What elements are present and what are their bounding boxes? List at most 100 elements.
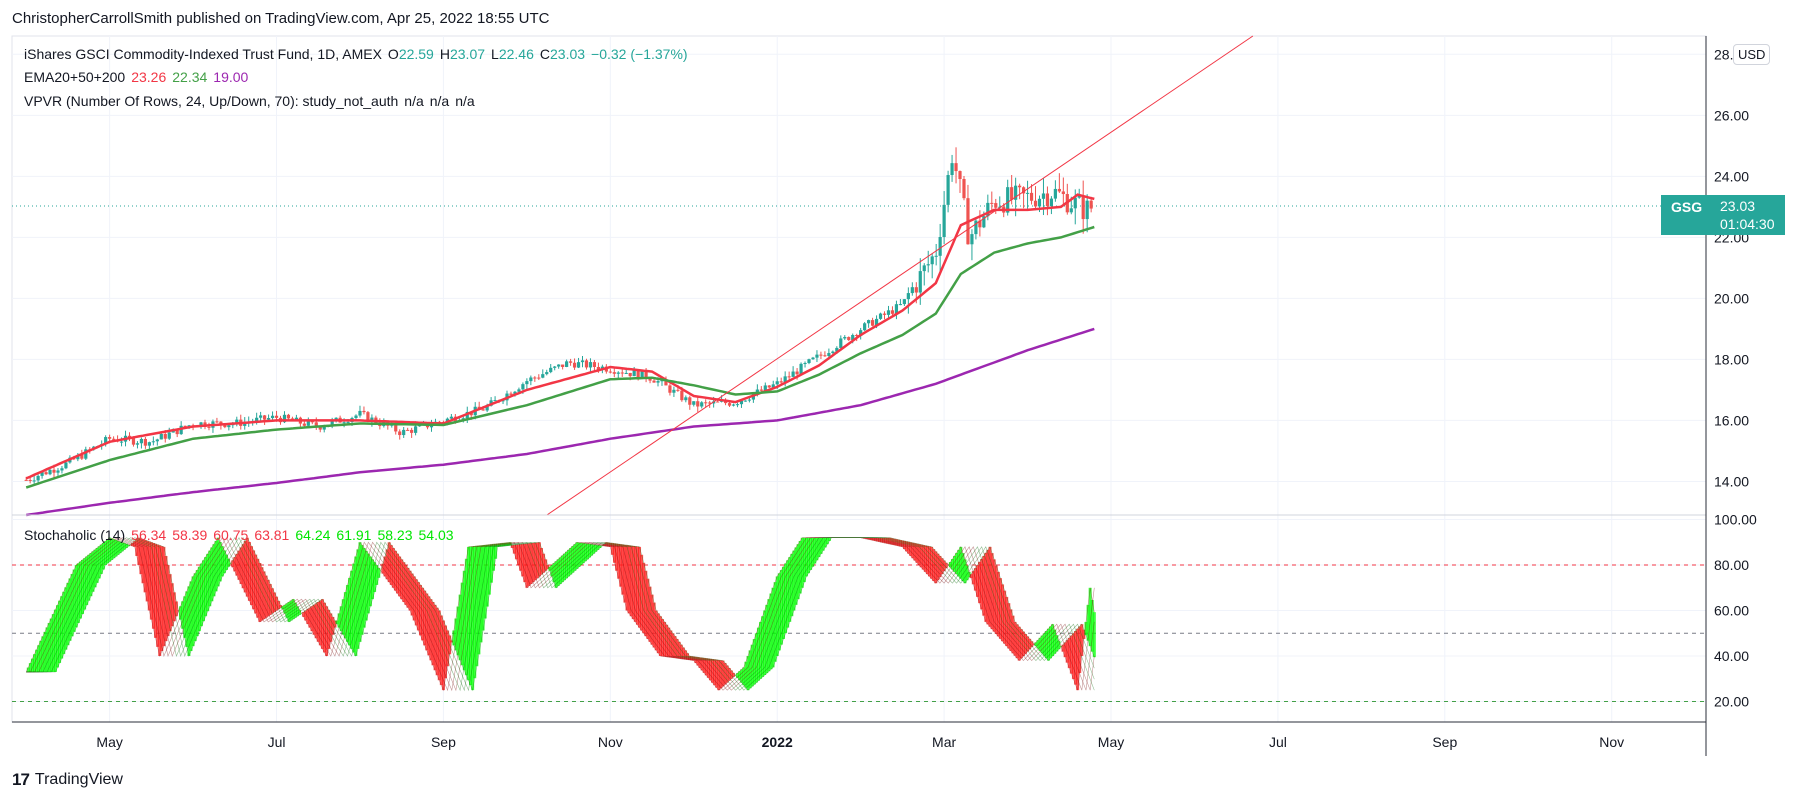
open-label: O bbox=[387, 46, 399, 62]
candle-body bbox=[414, 426, 418, 433]
candle-body bbox=[1073, 197, 1077, 209]
candle-body bbox=[493, 400, 497, 402]
candle-body bbox=[692, 401, 696, 405]
candle-body bbox=[930, 256, 934, 265]
candle-body bbox=[1033, 200, 1038, 207]
candle-body bbox=[223, 424, 227, 428]
candle-body bbox=[898, 304, 903, 306]
candle-body bbox=[398, 431, 402, 436]
candle-body bbox=[151, 441, 155, 443]
candle-body bbox=[346, 421, 350, 423]
candle-body bbox=[255, 417, 259, 422]
candle-body bbox=[727, 403, 732, 406]
stochastic-pane[interactable] bbox=[12, 537, 1706, 703]
stoch-values: 56.34 58.39 60.75 63.81 64.24 61.91 58.23 54.03 bbox=[131, 527, 459, 543]
candle-body bbox=[541, 374, 545, 378]
candle-body bbox=[60, 468, 64, 471]
candle-body bbox=[970, 234, 974, 245]
change-value: −0.32 (−1.37%) bbox=[591, 46, 688, 62]
candle-body bbox=[1018, 185, 1022, 188]
candle-body bbox=[1077, 196, 1081, 198]
candle-body bbox=[52, 469, 56, 473]
low-label: L bbox=[491, 46, 499, 62]
candle-body bbox=[620, 372, 624, 374]
candle-body bbox=[819, 354, 823, 356]
candle-body bbox=[263, 415, 267, 420]
candle-body bbox=[870, 320, 875, 326]
candle-body bbox=[572, 362, 577, 368]
candle-body bbox=[1045, 193, 1050, 207]
candle-body bbox=[902, 299, 906, 305]
candle-body bbox=[163, 433, 167, 439]
candle-body bbox=[406, 429, 410, 431]
candle-body bbox=[628, 372, 632, 377]
currency-button[interactable]: USD bbox=[1733, 44, 1771, 65]
candle-body bbox=[926, 264, 930, 266]
candle-body bbox=[286, 414, 291, 419]
candle-body bbox=[855, 335, 859, 337]
candle-body bbox=[644, 371, 648, 379]
stoch-line-2 bbox=[26, 537, 1095, 692]
stoch-label: Stochaholic (14) bbox=[24, 527, 126, 543]
price-pane[interactable] bbox=[12, 35, 1706, 517]
candle-body bbox=[974, 220, 978, 235]
candle-body bbox=[668, 385, 672, 393]
candle-body bbox=[1053, 188, 1057, 199]
y-tick-label: 26.00 bbox=[1714, 107, 1749, 123]
candle-body bbox=[608, 371, 612, 373]
candle-body bbox=[688, 397, 692, 405]
candle-body bbox=[799, 363, 803, 375]
stoch-value-3: 60.75 bbox=[213, 527, 249, 543]
candle-body bbox=[878, 313, 883, 319]
candle-body bbox=[274, 415, 279, 418]
x-tick-label: Jul bbox=[268, 734, 286, 750]
x-tick-label: Nov bbox=[1599, 734, 1624, 750]
candle-body bbox=[449, 416, 453, 419]
x-tick-label: Mar bbox=[932, 734, 956, 750]
candle-body bbox=[859, 330, 863, 336]
candle-body bbox=[1006, 187, 1010, 213]
stoch-y-tick-label: 80.00 bbox=[1714, 557, 1749, 573]
candle-body bbox=[80, 454, 84, 459]
candle-body bbox=[656, 381, 660, 383]
candle-body bbox=[565, 361, 569, 367]
candle-body bbox=[314, 422, 318, 427]
candle-body bbox=[918, 271, 922, 293]
candle-body bbox=[517, 389, 521, 392]
candle-body bbox=[739, 400, 744, 405]
candle-body bbox=[481, 409, 485, 411]
candle-body bbox=[922, 265, 926, 272]
candle-body bbox=[537, 377, 541, 379]
candle-body bbox=[712, 401, 716, 404]
y-tick-label: 18.00 bbox=[1714, 351, 1749, 367]
candle-body bbox=[84, 449, 88, 459]
candle-body bbox=[596, 366, 601, 370]
stoch-y-tick-label: 40.00 bbox=[1714, 648, 1749, 664]
ema50-value: 22.34 bbox=[172, 69, 208, 85]
candle-body bbox=[731, 404, 736, 406]
candle-body bbox=[334, 417, 338, 421]
candle-body bbox=[664, 380, 668, 386]
vpvr-label: VPVR (Number Of Rows, 24, Up/Down, 70): … bbox=[24, 93, 399, 109]
candle-body bbox=[553, 366, 557, 368]
x-tick-label: Jul bbox=[1269, 734, 1287, 750]
candle-body bbox=[147, 442, 151, 446]
footer-brand[interactable]: 17 TradingView bbox=[12, 770, 123, 790]
candle-body bbox=[410, 429, 414, 433]
candle-body bbox=[36, 475, 40, 481]
candle-body bbox=[32, 480, 36, 482]
tradingview-brand: TradingView bbox=[34, 771, 123, 788]
candle-body bbox=[803, 362, 807, 364]
candle-body bbox=[890, 310, 895, 314]
candle-body bbox=[827, 353, 831, 356]
candle-body bbox=[545, 372, 549, 375]
vpvr-value-3: n/a bbox=[455, 93, 475, 109]
stoch-value-5: 64.24 bbox=[295, 527, 331, 543]
candle-body bbox=[835, 347, 839, 352]
candle-body bbox=[958, 171, 962, 179]
candle-body bbox=[894, 304, 899, 314]
candle-body bbox=[1085, 200, 1089, 220]
candle-body bbox=[282, 414, 287, 423]
stoch-value-7: 58.23 bbox=[377, 527, 413, 543]
